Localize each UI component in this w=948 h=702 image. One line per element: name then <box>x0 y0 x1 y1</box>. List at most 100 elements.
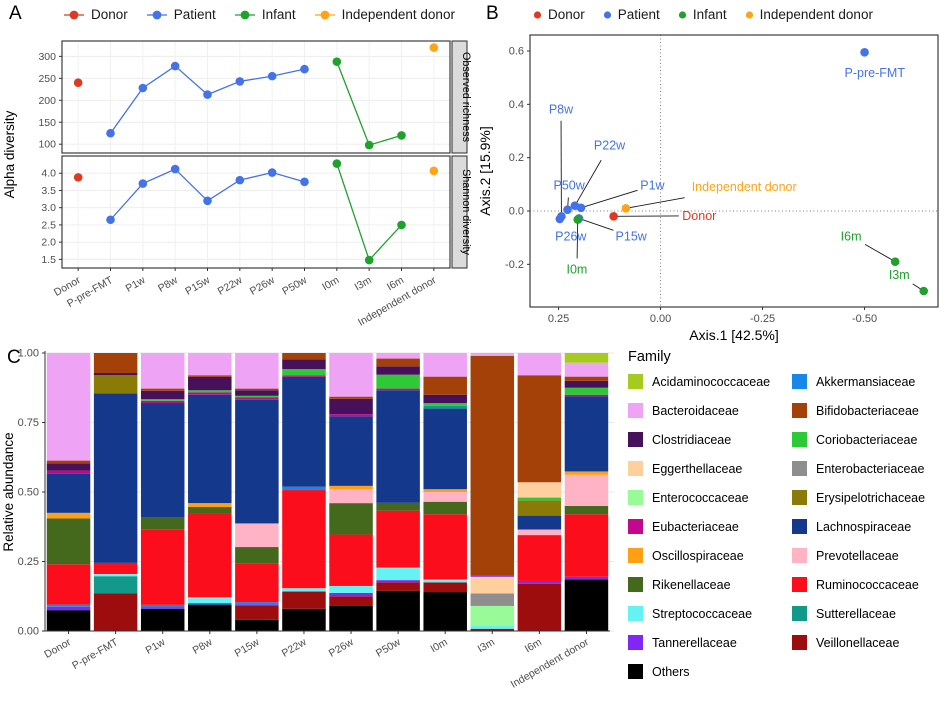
segment-Bifidobacteriaceae <box>329 396 373 399</box>
family-label: Coriobacteriaceae <box>816 432 918 447</box>
y-tick-label: 0.6 <box>509 46 524 58</box>
infant-marker-icon <box>678 10 686 19</box>
segment-Clostridiaceae <box>235 390 279 396</box>
family-swatch-icon <box>792 403 807 418</box>
y-axis-title: Alpha diversity <box>2 110 17 198</box>
y-tick-label: 1.00 <box>18 348 39 360</box>
bar-P8w <box>188 353 232 631</box>
family-label: Rikenellaceae <box>652 577 731 592</box>
segment-Others <box>282 608 326 631</box>
label-leader <box>864 243 896 263</box>
segment-Clostridiaceae <box>423 394 467 404</box>
segment-Clostridiaceae <box>188 376 232 391</box>
x-tick-label: P15w <box>233 636 262 660</box>
x-tick-label: P1w <box>144 636 168 657</box>
legend-item-label: Independent donor <box>759 7 873 22</box>
bar-P1w <box>140 353 185 631</box>
segment-Lachnospiraceae <box>188 394 232 504</box>
segment-Clostridiaceae <box>376 366 420 375</box>
segment-Veillonellaceae <box>329 596 373 606</box>
y-tick-label: 3.5 <box>41 185 56 197</box>
y-tick-label: 100 <box>38 139 56 151</box>
legend-item-label: Infant <box>261 7 296 22</box>
point-P-pre-FMT <box>860 48 869 57</box>
x-tick-label: Donor <box>42 636 73 661</box>
segment-Rikenellaceae <box>423 501 467 515</box>
point-I0m <box>332 57 342 66</box>
panel-a: A Donor Patient Infant Independent donor 10… <box>0 0 474 345</box>
segment-Others <box>140 608 185 631</box>
bar-P50w <box>376 353 420 631</box>
bar-P15w <box>235 353 279 631</box>
family-label: Enterococcaceae <box>652 490 749 505</box>
segment-Lachnospiraceae <box>235 399 279 524</box>
family-legend-columns: Acidaminococcaceae Bacteroidaceae Clostrid… <box>620 374 946 693</box>
bar-Independent donor <box>564 353 609 631</box>
family-legend-item: Erysipelotrichaceae <box>792 490 925 505</box>
point-P15w <box>203 90 212 99</box>
point-P1w <box>138 179 148 188</box>
legend-item-donor: Donor <box>62 7 128 22</box>
segment-Tannerellaceae <box>235 604 279 606</box>
legend-item-independent: Independent donor <box>313 7 455 22</box>
y-tick-label: 1.5 <box>41 254 56 266</box>
point-Donor <box>73 173 83 182</box>
segment-Bifidobacteriaceae <box>282 353 326 360</box>
legend-item-label: Patient <box>173 7 216 22</box>
segment-Bacteroidaceae <box>376 353 420 359</box>
segment-Veillonellaceae <box>470 628 515 631</box>
segment-Ruminococcaceae <box>93 562 138 575</box>
segment-Clostridiaceae <box>140 390 185 400</box>
y-tick-label: 0.00 <box>18 626 39 638</box>
y-axis-title: Relative abundance <box>1 432 16 551</box>
segment-Prevotellaceae <box>517 529 562 536</box>
family-label: Akkermansiaceae <box>816 374 916 389</box>
segment-Sutterellaceae <box>423 405 467 409</box>
point-I3m <box>364 140 374 150</box>
x-tick-label: -0.50 <box>852 313 877 325</box>
segment-Lachnospiraceae <box>282 376 326 487</box>
x-tick-label: P50w <box>280 274 309 298</box>
facet-strip <box>451 155 468 269</box>
point-P15w <box>203 196 212 206</box>
segment-Bacteroidaceae <box>517 353 562 376</box>
segment-Eggerthellaceae <box>470 576 515 594</box>
segment-Lachnospiraceae <box>329 416 373 486</box>
facet-strip <box>451 40 468 154</box>
point-P1w <box>138 83 148 93</box>
y-tick-label: 3.0 <box>41 202 56 214</box>
segment-Veillonellaceae <box>517 583 562 631</box>
panel-a-letter: A <box>9 3 22 24</box>
point-label-P15w: P15w <box>616 229 648 243</box>
segment-Ruminococcaceae <box>517 535 562 581</box>
family-legend-item: Others <box>628 664 788 679</box>
y-tick-label: 250 <box>38 73 56 85</box>
segment-Bacteroidaceae <box>564 362 609 377</box>
x-tick-label: -0.25 <box>750 313 775 325</box>
bar-P22w <box>282 353 326 631</box>
panel-c: C 0.00 0.25 0.50 0.75 1.00 Donor P-pre-FMT P1w P… <box>0 345 948 702</box>
segment-Bifidobacteriaceae <box>46 460 91 464</box>
segment-Bifidobacteriaceae <box>517 375 562 483</box>
x-tick-label: I3m <box>476 636 497 655</box>
family-legend-item: Prevotellaceae <box>792 548 925 563</box>
segment-Lachnospiraceae <box>564 396 609 472</box>
segment-Eubacteriaceae <box>282 375 326 377</box>
point-P22w <box>235 77 245 86</box>
segment-Prevotellaceae <box>423 492 467 502</box>
family-legend-item: Tannerellaceae <box>628 635 788 650</box>
panel-b: B Donor Patient Infant Independent donor 0.… <box>474 0 948 345</box>
y-tick-label: 0.2 <box>509 152 524 164</box>
facet-strip-label: Observed richness <box>460 52 472 143</box>
x-tick-label: 0.00 <box>650 313 671 325</box>
family-label: Eggerthellaceae <box>652 461 743 476</box>
segment-Erysipelotrichaceae <box>517 500 562 516</box>
segment-Bifidobacteriaceae <box>188 375 232 377</box>
family-legend-item: Eubacteriaceae <box>628 519 788 534</box>
y-tick-label: 200 <box>38 95 56 107</box>
segment-Others <box>376 590 420 631</box>
family-legend-item: Oscillospiraceae <box>628 548 788 563</box>
segment-Ruminococcaceae <box>376 510 420 568</box>
x-tick-label: Independent donor <box>509 636 592 691</box>
label-leader <box>625 197 685 209</box>
